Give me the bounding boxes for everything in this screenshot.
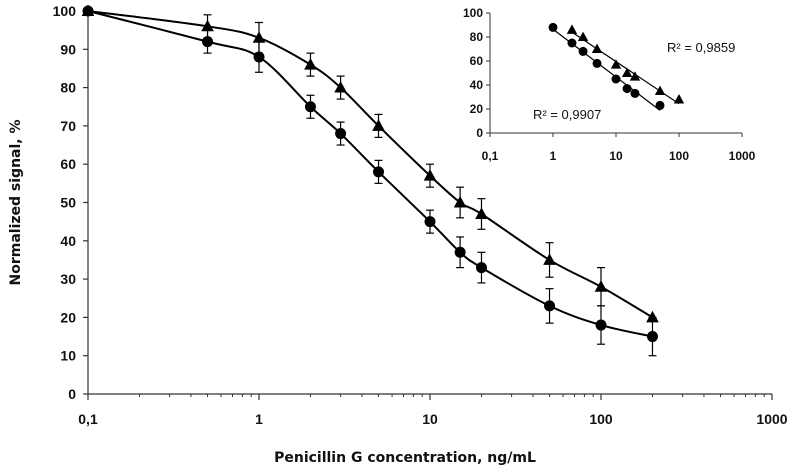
x-axis-title: Penicillin G concentration, ng/mL [274, 450, 536, 466]
data-point-circle [544, 300, 556, 312]
inset-point-triangle [591, 43, 603, 54]
inset-point-circle [578, 46, 588, 56]
inset-point-circle [655, 100, 665, 110]
x-tick-label: 10 [422, 411, 438, 427]
inset-x-tick-label: 1 [550, 149, 557, 163]
x-tick-label: 1 [255, 411, 263, 427]
inset-point-circle [611, 74, 621, 84]
data-point-circle [454, 246, 466, 258]
y-tick-label: 100 [53, 3, 77, 19]
inset-point-circle [622, 84, 632, 94]
data-point-triangle [372, 119, 385, 131]
data-point-triangle [594, 280, 608, 292]
x-tick-label: 1000 [756, 411, 787, 427]
data-point-circle [335, 128, 347, 140]
data-point-circle [475, 262, 487, 274]
inset-plot: 0 20 40 60 80 100 0,1 1 10 100 1000 R² = 0,9907 R² =… [463, 6, 756, 163]
inset-point-circle [548, 22, 558, 32]
inset-point-triangle [621, 67, 633, 78]
y-tick-label: 60 [60, 156, 76, 172]
y-tick-label: 80 [60, 80, 76, 96]
x-tick-label: 100 [589, 411, 613, 427]
inset-x-tick-label: 100 [669, 149, 689, 163]
y-axis-title: Normalized signal, % [8, 120, 24, 286]
y-tick-label: 50 [60, 195, 76, 211]
inset-x-tick-label: 10 [609, 149, 623, 163]
inset-y-tick-label: 0 [476, 126, 483, 140]
data-point-triangle [453, 195, 467, 208]
inset-point-triangle [629, 71, 641, 81]
inset-point-triangle [654, 85, 666, 96]
data-point-triangle [423, 169, 437, 181]
inset-point-triangle [566, 24, 578, 34]
series-circle [82, 5, 658, 357]
inset-point-circle [592, 58, 602, 68]
series-line [87, 10, 653, 338]
r2-label: R² = 0,9859 [667, 40, 735, 55]
data-point-circle [646, 331, 658, 343]
y-tick-label: 90 [60, 41, 76, 57]
inset-y-tick-label: 60 [470, 54, 484, 68]
y-tick-label: 40 [60, 233, 76, 249]
data-point-triangle [201, 19, 214, 32]
y-tick-label: 10 [60, 348, 76, 364]
data-point-circle [595, 319, 607, 331]
inset-y-tick-label: 100 [463, 6, 483, 20]
data-point-triangle [646, 310, 659, 323]
inset-point-circle [630, 88, 640, 98]
y-tick-label: 30 [60, 271, 76, 287]
data-point-triangle [543, 253, 556, 265]
data-point-triangle [475, 207, 488, 219]
inset-series-triangle [566, 24, 685, 105]
data-point-circle [373, 166, 385, 178]
data-point-circle [253, 51, 265, 63]
data-point-triangle [304, 58, 317, 70]
y-tick-label: 20 [60, 309, 76, 325]
inset-x-tick-label: 1000 [729, 149, 756, 163]
data-point-triangle [334, 81, 347, 93]
r2-label: R² = 0,9907 [533, 107, 601, 122]
inset-y-tick-label: 20 [470, 102, 484, 116]
y-tick-label: 70 [60, 118, 76, 134]
inset-point-triangle [673, 94, 685, 104]
inset-y-tick-label: 80 [470, 30, 484, 44]
inset-point-circle [567, 38, 577, 48]
inset-point-triangle [610, 59, 622, 69]
inset-point-triangle [577, 31, 589, 42]
inset-x-tick-label: 0,1 [482, 149, 499, 163]
data-point-triangle [81, 4, 95, 16]
data-point-circle [202, 36, 214, 48]
series-triangle [81, 4, 659, 323]
data-point-circle [424, 216, 436, 228]
inset-y-tick-label: 40 [470, 78, 484, 92]
inset-series-circle [548, 22, 665, 111]
data-point-circle [304, 101, 316, 113]
x-tick-label: 0,1 [78, 411, 98, 427]
y-tick-label: 0 [68, 386, 76, 402]
data-point-triangle [252, 31, 266, 43]
